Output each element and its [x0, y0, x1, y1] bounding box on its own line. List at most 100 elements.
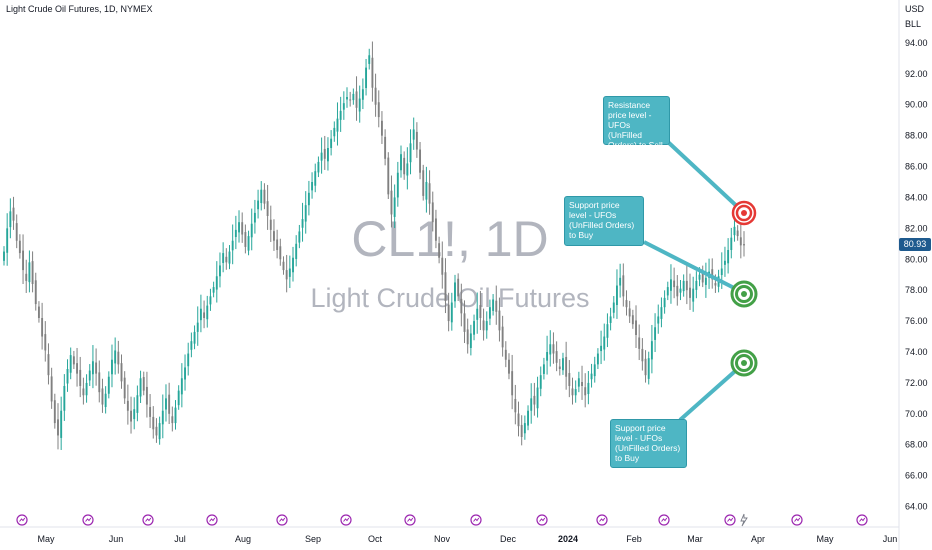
candle: [590, 363, 593, 388]
candle: [657, 304, 660, 334]
candle: [203, 300, 206, 329]
support-upper-callout[interactable]: Support price level - UFOs (UnFilled Ord…: [564, 196, 644, 246]
support-lower-callout[interactable]: Support price level - UFOs (UnFilled Ord…: [610, 419, 687, 468]
candle: [209, 288, 212, 311]
candle: [593, 356, 596, 383]
candle: [736, 225, 739, 241]
candle: [158, 416, 161, 445]
event-icon[interactable]: [142, 514, 154, 526]
price-tick-label: 72.00: [905, 378, 928, 388]
candle: [199, 294, 202, 333]
candle: [206, 295, 209, 328]
event-icon[interactable]: [470, 514, 482, 526]
candle: [98, 360, 101, 403]
candle: [15, 214, 18, 249]
candle: [596, 348, 599, 369]
event-icon[interactable]: [340, 514, 352, 526]
candle: [488, 299, 491, 326]
candle: [380, 111, 383, 144]
candle: [692, 276, 695, 312]
candle: [320, 137, 323, 174]
candle: [41, 302, 44, 350]
candle: [374, 73, 377, 117]
candle: [727, 238, 730, 274]
support-lower-target-icon[interactable]: [730, 349, 758, 377]
time-tick-label: Dec: [500, 534, 517, 544]
candle: [111, 344, 113, 388]
candle: [504, 341, 507, 368]
flash-icon[interactable]: [740, 513, 748, 527]
candle: [57, 403, 59, 450]
candle: [730, 227, 733, 259]
candle: [466, 318, 469, 354]
candle: [654, 313, 657, 352]
candle: [377, 90, 380, 128]
price-tick-label: 66.00: [905, 471, 928, 481]
candle: [704, 262, 707, 298]
candle: [28, 250, 31, 293]
event-icon[interactable]: [596, 514, 608, 526]
candle: [612, 296, 615, 319]
candle: [133, 397, 136, 430]
candle: [539, 366, 542, 397]
event-icon[interactable]: [16, 514, 28, 526]
candle: [215, 261, 218, 303]
candle: [22, 234, 25, 284]
unit-label[interactable]: BLL: [905, 19, 922, 29]
resistance-callout[interactable]: Resistance price level - UFOs (UnFilled …: [603, 96, 670, 150]
support-upper-target-icon[interactable]: [730, 280, 758, 308]
candle: [241, 212, 244, 243]
event-icon[interactable]: [404, 514, 416, 526]
time-tick-label: Mar: [687, 534, 703, 544]
event-icon[interactable]: [82, 514, 94, 526]
candle: [168, 382, 171, 425]
candle: [145, 371, 148, 418]
candle: [352, 88, 355, 105]
candle: [79, 356, 82, 398]
candle: [361, 78, 364, 110]
candle: [523, 415, 526, 440]
event-icon[interactable]: [276, 514, 288, 526]
event-icon[interactable]: [724, 514, 736, 526]
candle: [384, 129, 387, 166]
candle: [346, 87, 348, 108]
candle: [460, 283, 463, 327]
candle: [107, 371, 110, 399]
candle: [69, 347, 72, 380]
candle: [333, 121, 336, 142]
time-tick-label: Feb: [626, 534, 642, 544]
candle: [231, 224, 234, 265]
event-icon[interactable]: [536, 514, 548, 526]
candle: [400, 145, 402, 178]
candle: [298, 224, 301, 249]
candle: [6, 213, 9, 266]
candle: [117, 340, 120, 374]
candle: [63, 374, 66, 421]
candle: [136, 385, 139, 422]
candle: [562, 352, 564, 375]
candle: [171, 406, 174, 432]
candle: [606, 313, 609, 348]
candle: [301, 202, 304, 242]
candle: [457, 273, 460, 301]
candle: [638, 324, 641, 361]
time-tick-label: Jun: [109, 534, 124, 544]
currency-label[interactable]: USD: [905, 4, 925, 14]
candle: [469, 324, 472, 356]
event-icon[interactable]: [856, 514, 868, 526]
candle: [314, 163, 317, 193]
event-icon[interactable]: [206, 514, 218, 526]
candle: [581, 365, 583, 400]
event-icon[interactable]: [791, 514, 803, 526]
candle: [666, 281, 669, 301]
resistance-target-icon[interactable]: [731, 200, 757, 226]
symbol-title[interactable]: Light Crude Oil Futures, 1D, NYMEX: [6, 4, 153, 14]
candle: [323, 135, 326, 170]
candle: [47, 343, 50, 385]
price-tick-label: 82.00: [905, 223, 928, 233]
candle: [72, 350, 75, 369]
event-icon[interactable]: [658, 514, 670, 526]
candle: [549, 330, 552, 367]
candle: [317, 156, 320, 178]
